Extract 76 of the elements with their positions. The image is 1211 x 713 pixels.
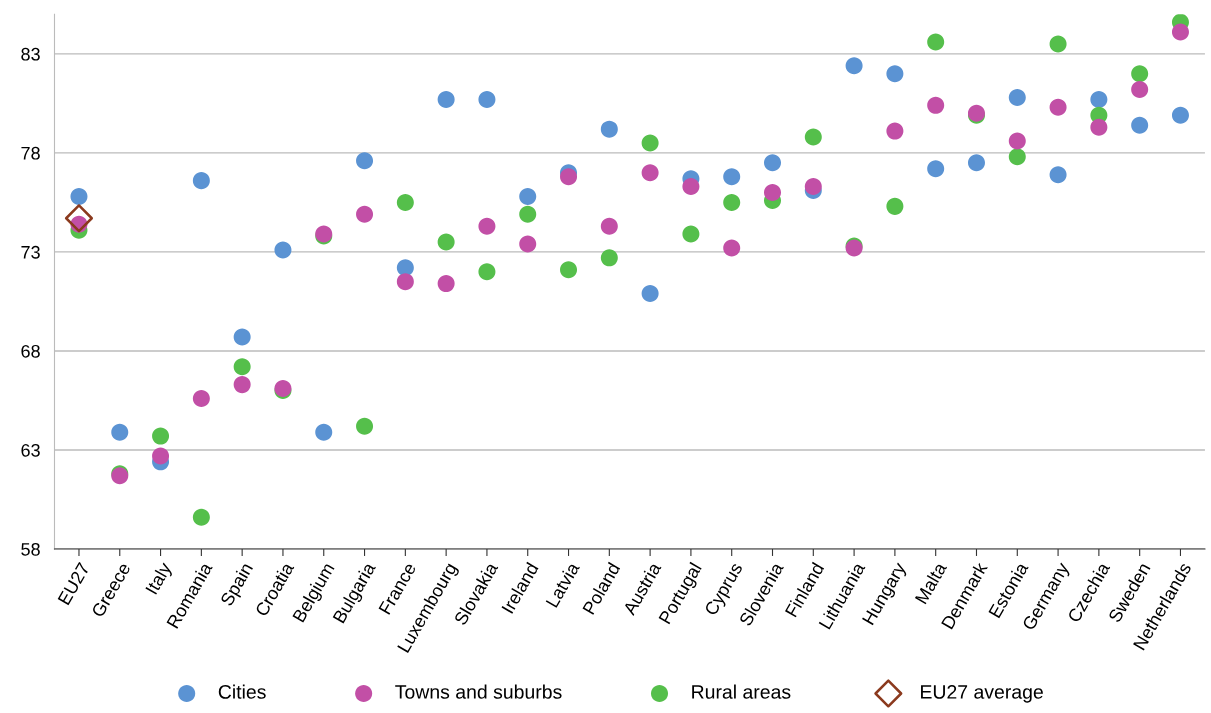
point xyxy=(192,172,210,190)
point xyxy=(152,447,170,465)
point xyxy=(682,178,700,196)
point xyxy=(1131,81,1149,99)
point xyxy=(152,427,170,445)
point xyxy=(886,65,904,83)
y-tick-label: 78 xyxy=(21,146,40,160)
point xyxy=(356,205,374,223)
point xyxy=(519,187,537,205)
point xyxy=(600,120,618,138)
legend-label: EU27 average xyxy=(921,685,1043,703)
point xyxy=(233,328,251,346)
point xyxy=(641,164,659,182)
point xyxy=(64,204,94,233)
point xyxy=(560,261,578,279)
point xyxy=(111,423,129,441)
y-tick-label: 68 xyxy=(21,344,40,358)
point xyxy=(1171,106,1189,124)
point xyxy=(804,178,822,196)
point xyxy=(233,376,251,394)
point xyxy=(764,184,782,202)
point xyxy=(437,233,455,251)
y-tick-label: 63 xyxy=(21,443,40,457)
legend-label: Cities xyxy=(218,684,266,699)
legend-label: Towns and suburbs xyxy=(395,684,562,699)
point xyxy=(192,389,210,407)
point xyxy=(356,152,374,170)
point xyxy=(478,90,496,108)
point xyxy=(886,197,904,215)
point xyxy=(641,285,659,303)
point xyxy=(437,90,455,108)
point xyxy=(1049,166,1067,184)
point xyxy=(1008,88,1026,106)
point xyxy=(764,154,782,172)
point xyxy=(641,134,659,152)
point xyxy=(519,205,537,223)
point xyxy=(1090,90,1108,108)
point xyxy=(723,193,741,211)
point xyxy=(274,241,292,259)
point xyxy=(396,273,414,291)
point xyxy=(396,193,414,211)
y-tick-label: 83 xyxy=(21,47,40,61)
y-tick-label: 73 xyxy=(21,245,40,259)
point xyxy=(1049,98,1067,116)
point xyxy=(600,249,618,267)
point xyxy=(927,160,945,178)
point xyxy=(1008,148,1026,166)
point xyxy=(1131,65,1149,83)
legend-label: Rural areas xyxy=(692,684,791,699)
point xyxy=(927,96,945,114)
point xyxy=(1171,23,1189,41)
point xyxy=(233,358,251,376)
point xyxy=(1090,118,1108,136)
point xyxy=(845,57,863,75)
point xyxy=(1008,132,1026,150)
y-tick-label: 58 xyxy=(21,542,40,556)
point xyxy=(192,508,210,526)
point xyxy=(723,239,741,257)
point xyxy=(560,168,578,186)
point xyxy=(356,417,374,435)
point xyxy=(1049,35,1067,53)
point xyxy=(1131,116,1149,134)
point xyxy=(315,423,333,441)
point xyxy=(70,187,88,205)
point xyxy=(519,235,537,253)
point xyxy=(396,259,414,277)
point xyxy=(967,154,985,172)
point xyxy=(682,225,700,243)
point xyxy=(600,217,618,235)
point xyxy=(886,122,904,140)
point xyxy=(478,263,496,281)
point xyxy=(723,168,741,186)
point xyxy=(478,217,496,235)
point xyxy=(437,275,455,293)
point xyxy=(804,128,822,146)
point xyxy=(927,33,945,51)
